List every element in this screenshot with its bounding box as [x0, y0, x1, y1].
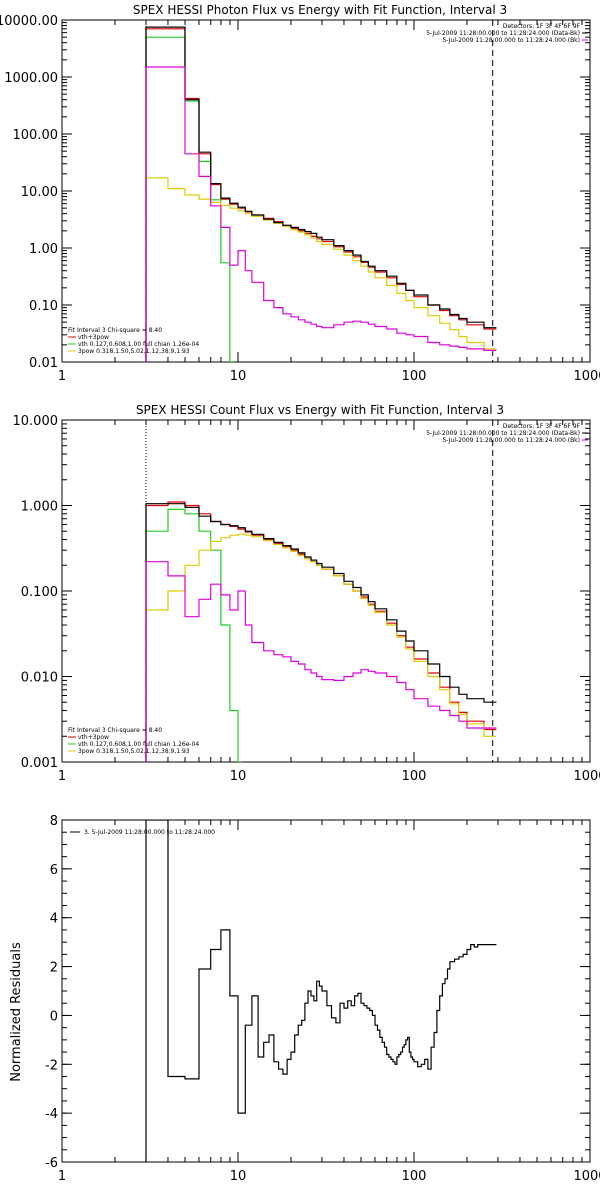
y-tick-label: 0.01: [29, 356, 58, 371]
series-line-3: [145, 26, 497, 362]
series-line-2: [145, 533, 497, 762]
legend-title: Fit Interval 3 Chi-square = 8.40: [68, 327, 162, 334]
y-tick-label: 100.00: [13, 128, 59, 143]
legend-title: Fit Interval 3 Chi-square = 8.40: [68, 727, 162, 734]
legend-label: 3. 5-Jul-2009 11:28:00.000 to 11:28:24.0…: [84, 829, 215, 836]
x-tick-label: 10: [230, 1169, 247, 1184]
x-tick-label: 10: [230, 769, 247, 784]
photon-flux-panel: SPEX HESSI Photon Flux vs Energy with Fi…: [0, 3, 600, 384]
y-tick-label: 10.00: [21, 185, 58, 200]
y-tick-label: 2: [50, 961, 58, 976]
photon-flux-title: SPEX HESSI Photon Flux vs Energy with Fi…: [133, 3, 507, 17]
y-tick-label: 0: [50, 1009, 58, 1024]
y-tick-label: 8: [50, 814, 58, 829]
x-tick-label: 1000: [573, 369, 600, 384]
count-flux-title: SPEX HESSI Count Flux vs Energy with Fit…: [136, 403, 504, 417]
header-right-line: 5-Jul-2009 11:28:00.000 to 11:28:24.000 …: [426, 430, 580, 437]
count-flux-panel: SPEX HESSI Count Flux vs Energy with Fit…: [13, 403, 600, 784]
x-tick-label: 100: [402, 769, 427, 784]
series-line-3: [145, 503, 497, 762]
x-tick-label: 1: [58, 1169, 66, 1184]
y-tick-label: 0.010: [21, 671, 58, 686]
y-tick-label: 0.100: [21, 585, 58, 600]
legend-label: vth+3pow: [78, 334, 109, 341]
y-tick-label: 10.000: [13, 414, 59, 429]
series-line-0: [145, 501, 497, 762]
plot-frame: [61, 19, 591, 363]
x-tick-label: 1000: [573, 1169, 600, 1184]
legend-label: vth 0.127,0.608,1.00 full chian 1.26e-04: [78, 341, 199, 348]
legend-label: vth 0.127,0.608,1.00 full chian 1.26e-04: [78, 741, 199, 748]
series-line-2: [145, 177, 497, 362]
series-line-0: [145, 820, 497, 1162]
y-tick-label: 0.001: [21, 756, 58, 771]
y-tick-label: 6: [50, 863, 58, 878]
series-line-4: [145, 66, 497, 362]
y-tick-label: 1.00: [29, 242, 58, 257]
series-group: [145, 820, 497, 1162]
header-right-line: Detectors: 1F 3F 4F 6F 9F: [503, 423, 581, 430]
x-tick-label: 100: [402, 369, 427, 384]
header-right-line: 5-Jul-2009 11:28:00.000 to 11:28:24.000 …: [426, 30, 580, 37]
series-group: [145, 420, 497, 762]
x-tick-label: 1: [58, 769, 66, 784]
header-right-line: 5-Jul-2009 11:28:00.000 to 11:28:24.000 …: [442, 37, 580, 44]
series-line-1: [145, 36, 234, 362]
residuals-y-axis-label: Normalized Residuals: [9, 942, 24, 1082]
y-tick-label: -4: [45, 1107, 58, 1122]
series-group: [145, 20, 497, 362]
header-right-line: 5-Jul-2009 11:28:00.000 to 11:28:24.000 …: [442, 437, 580, 444]
y-tick-label: 4: [50, 912, 58, 927]
x-tick-label: 1000: [573, 769, 600, 784]
residuals-panel: Normalized Residuals 1 10 100 1000 -6 -4 -2 0 2 4…: [9, 814, 600, 1184]
x-tick-label: 1: [58, 369, 66, 384]
plot-frame: [61, 419, 591, 763]
legend-label: 3pow 0.318,1.50,5.02,1.12,38.9,1.93: [78, 748, 190, 755]
x-tick-label: 100: [402, 1169, 427, 1184]
y-tick-label: -6: [45, 1156, 58, 1171]
y-tick-label: 0.10: [29, 299, 58, 314]
y-tick-label: 1.000: [21, 500, 58, 515]
legend-label: 3pow 0.318,1.50,5.02,1.12,38.9,1.93: [78, 348, 190, 355]
y-tick-label: 10000.00: [0, 14, 58, 29]
series-line-4: [145, 561, 497, 762]
y-tick-label: -2: [45, 1058, 58, 1073]
y-tick-label: 1000.00: [4, 71, 58, 86]
header-right-line: Detectors: 1F 3F 4F 6F 9F: [503, 23, 581, 30]
x-tick-label: 10: [230, 369, 247, 384]
series-line-1: [145, 508, 242, 762]
legend-label: vth+3pow: [78, 734, 109, 741]
